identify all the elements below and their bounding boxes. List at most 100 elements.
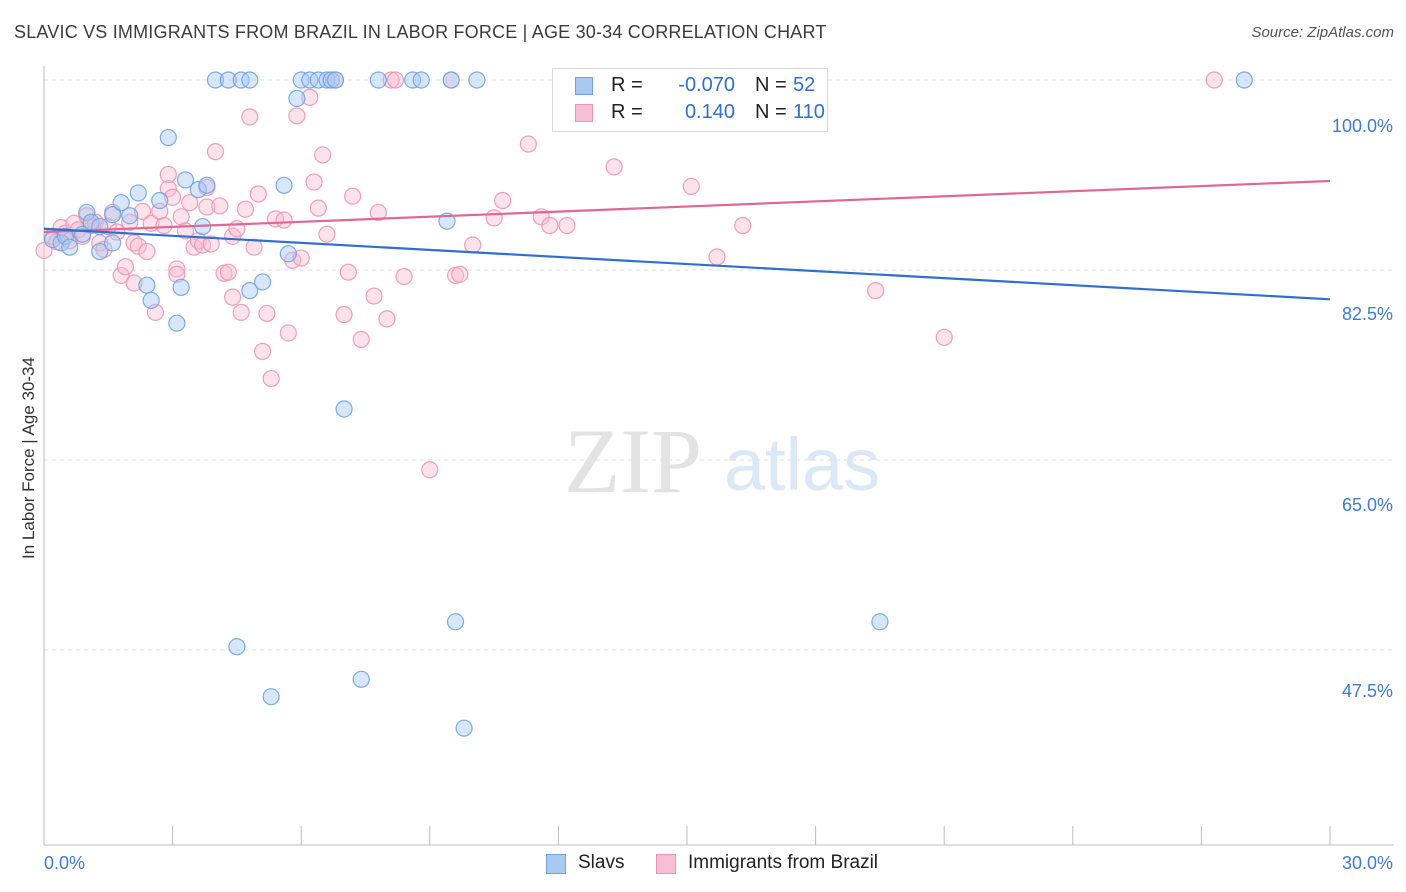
point-slavs-16 [151,191,169,210]
point-slavs-31 [262,688,280,706]
point-slavs-19 [172,278,190,296]
point-slavs-42 [352,670,370,688]
point-slavs-3 [61,238,79,256]
chart-title: SLAVIC VS IMMIGRANTS FROM BRAZIL IN LABO… [14,22,827,42]
n-value: 110 [793,101,825,123]
point-immigrants-from-brazil-22 [129,237,147,255]
point-immigrants-from-brazil-29 [159,179,177,198]
n-label: N = [755,101,787,123]
point-immigrants-from-brazil-43 [206,143,225,161]
point-immigrants-from-brazil-40 [198,198,216,216]
n-value: 52 [793,74,816,96]
point-slavs-15 [142,291,160,309]
axes [43,66,1394,846]
point-immigrants-from-brazil-71 [339,263,357,281]
y-tick-label-3: 100.0% [1332,116,1393,136]
point-immigrants-from-brazil-24 [138,242,156,261]
y-tick-label-2: 82.5% [1342,304,1393,324]
point-immigrants-from-brazil-52 [241,108,259,126]
point-immigrants-from-brazil-48 [224,288,242,306]
point-slavs-51 [871,613,889,631]
point-slavs-29 [241,282,259,300]
point-immigrants-from-brazil-42 [202,235,220,253]
point-slavs-10 [103,234,122,252]
point-slavs-21 [189,181,207,199]
point-slavs-12 [121,207,139,225]
point-slavs-40 [326,71,345,89]
point-immigrants-from-brazil-23 [133,202,152,220]
point-immigrants-from-brazil-92 [682,177,700,195]
watermark: ZIP atlas [564,410,880,512]
r-label: R = [611,74,643,96]
point-immigrants-from-brazil-78 [386,71,405,89]
point-slavs-11 [112,194,130,212]
point-slavs-14 [138,276,156,294]
point-immigrants-from-brazil-67 [314,146,332,164]
point-slavs-49 [455,719,473,737]
point-slavs-20 [176,171,195,189]
point-immigrants-from-brazil-73 [352,330,370,349]
slavs-swatch [546,854,566,874]
point-immigrants-from-brazil-32 [168,260,186,278]
trend-lines [43,179,1331,301]
point-immigrants-from-brazil-21 [125,274,143,292]
trend-line-slavs [43,227,1331,301]
x-tick-label-1: 30.0% [1342,853,1393,873]
y-tick-label-0: 47.5% [1342,681,1393,701]
point-immigrants-from-brazil-86 [494,191,512,210]
point-immigrants-from-brazil-76 [378,310,396,328]
point-immigrants-from-brazil-50 [232,303,250,321]
point-immigrants-from-brazil-34 [172,208,190,226]
point-immigrants-from-brazil-46 [219,263,237,281]
brazil-swatch [575,104,593,122]
point-immigrants-from-brazil-55 [254,342,272,361]
point-immigrants-from-brazil-89 [541,216,559,235]
brazil-legend-label: Immigrants from Brazil [688,852,879,873]
point-slavs-26 [228,638,246,656]
point-immigrants-from-brazil-66 [309,199,327,217]
point-immigrants-from-brazil-68 [318,225,336,243]
point-immigrants-from-brazil-87 [519,135,537,153]
point-immigrants-from-brazil-72 [344,187,362,205]
watermark-zip: ZIP [564,410,702,512]
y-tick-label-1: 65.0% [1342,495,1393,515]
point-immigrants-from-brazil-84 [464,236,482,254]
point-slavs-30 [254,273,272,291]
point-immigrants-from-brazil-64 [301,88,319,106]
point-slavs-28 [241,71,259,89]
point-immigrants-from-brazil-79 [395,267,413,286]
point-slavs-41 [335,400,353,418]
slavs-swatch [575,77,593,95]
point-immigrants-from-brazil-96 [935,328,953,346]
watermark-atlas: atlas [724,423,880,506]
slavs-legend-label: Slavs [578,852,625,873]
point-immigrants-from-brazil-85 [485,209,503,227]
point-immigrants-from-brazil-51 [236,200,255,218]
point-slavs-33 [279,245,297,263]
point-immigrants-from-brazil-77 [382,71,400,89]
point-slavs-52 [1235,71,1253,89]
brazil-swatch [656,854,676,874]
point-immigrants-from-brazil-17 [112,266,130,285]
point-immigrants-from-brazil-60 [279,324,297,342]
point-immigrants-from-brazil-59 [275,211,293,229]
point-immigrants-from-brazil-56 [258,304,276,323]
r-value: -0.070 [678,74,735,96]
point-immigrants-from-brazil-19 [121,213,139,231]
point-immigrants-from-brazil-70 [335,305,353,324]
point-immigrants-from-brazil-75 [369,203,387,222]
point-slavs-17 [159,128,177,147]
point-immigrants-from-brazil-30 [159,165,177,184]
point-immigrants-from-brazil-44 [211,197,229,215]
point-slavs-50 [468,71,486,89]
point-slavs-8 [91,242,109,261]
point-immigrants-from-brazil-83 [451,265,469,283]
point-immigrants-from-brazil-95 [867,282,885,300]
point-slavs-47 [442,71,460,89]
point-immigrants-from-brazil-31 [164,188,182,206]
point-immigrants-from-brazil-63 [292,249,310,267]
point-slavs-13 [129,184,147,202]
point-slavs-39 [322,71,340,89]
point-immigrants-from-brazil-65 [305,173,323,191]
point-immigrants-from-brazil-80 [421,461,439,479]
